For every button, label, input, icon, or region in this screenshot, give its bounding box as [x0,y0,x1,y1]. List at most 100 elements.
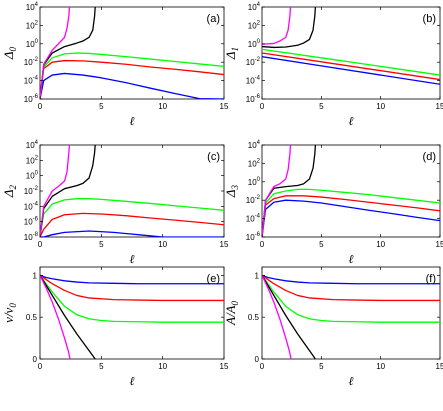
series-line-0 [40,72,224,99]
y-tick-label: 10-2 [24,186,39,196]
y-tick-label: 1 [33,271,38,280]
y-label-subscript: 2 [8,184,18,189]
series-group [262,274,440,359]
y-label-main: Δ [223,189,238,198]
series-line-3 [40,145,96,237]
x-tick-label: 5 [319,102,324,111]
y-tick-base: 10 [248,3,257,12]
y-tick-exponent: -2 [33,57,39,63]
x-axis-label: ℓ [130,252,135,266]
series-line-2 [40,52,224,99]
panel-label: (d) [423,151,436,163]
y-tick-label: 104 [248,2,261,12]
y-tick-label: 104 [26,140,39,150]
y-tick-exponent: 2 [35,20,39,26]
axes-frame [39,266,225,360]
y-tick-base: 10 [26,40,35,49]
y-tick-exponent: -4 [33,76,39,82]
y-tick-exponent: 2 [257,20,261,26]
y-tick-base: 10 [24,233,33,242]
series-line-0 [262,56,440,85]
x-tick-label: 0 [260,240,265,249]
x-axis-label: ℓ [130,374,135,388]
y-tick-exponent: -2 [255,195,261,201]
series-line-0 [262,274,440,285]
x-tick-label: 0 [38,362,43,371]
series-line-1 [262,52,440,81]
y-tick-label: 10-8 [24,232,39,242]
series-line-4 [262,7,292,45]
series-line-0 [40,274,224,285]
x-tick-label: 15 [436,102,443,111]
x-tick-label: 5 [319,362,324,371]
y-tick-base: 10 [246,58,255,67]
x-tick-label: 5 [99,240,104,249]
x-tick-label: 10 [376,102,385,111]
y-axis-label: v/v0 [1,303,18,323]
y-axis-label: Δ1 [223,47,240,60]
x-tick-label: 5 [99,102,104,111]
series-line-3 [262,275,316,359]
y-tick-label: 10-2 [246,57,261,67]
y-label-subscript: 0 [8,46,18,51]
x-tick-label: 0 [260,102,265,111]
x-tick-label: 15 [220,102,229,111]
y-tick-exponent: 4 [35,2,39,8]
x-tick-label: 10 [158,102,167,111]
y-tick-base: 10 [26,141,35,150]
x-tick-label: 0 [38,240,43,249]
x-tick-label: 10 [376,362,385,371]
y-tick-exponent: -6 [33,217,39,223]
x-axis-label: ℓ [349,252,354,266]
y-tick-exponent: -2 [255,57,261,63]
y-tick-label: 100 [248,39,261,49]
series-line-3 [40,7,96,99]
y-tick-base: 10 [26,21,35,30]
y-tick-label: 100 [26,39,39,49]
series-line-2 [262,188,440,237]
y-tick-label: 10-2 [24,57,39,67]
y-tick-base: 10 [246,196,255,205]
y-tick-label: 100 [26,171,39,181]
series-line-1 [40,274,224,302]
y-tick-exponent: -4 [33,201,39,207]
y-tick-exponent: 4 [35,140,39,146]
series-line-0 [262,199,440,237]
x-tick-label: 10 [158,362,167,371]
x-tick-label: 15 [436,240,443,249]
y-tick-exponent: 0 [257,39,261,45]
axes-frame [261,266,441,360]
y-label-subscript: 0 [8,303,18,308]
axes-frame [39,6,225,100]
y-tick-exponent: 4 [257,140,261,146]
series-group [40,7,224,99]
y-tick-exponent: 0 [35,171,39,177]
series-group [262,145,440,237]
y-tick-base: 10 [246,95,255,104]
panel-label: (a) [207,13,220,25]
y-axis-label: A/A0 [223,301,240,327]
y-tick-base: 10 [248,40,257,49]
y-tick-exponent: -6 [33,94,39,100]
y-tick-exponent: 0 [257,177,261,183]
y-tick-base: 10 [26,172,35,181]
series-line-4 [262,145,292,237]
series-line-1 [262,195,440,237]
y-tick-base: 10 [26,3,35,12]
y-tick-exponent: 2 [257,158,261,164]
x-tick-label: 10 [158,240,167,249]
y-label-subscript: 0 [230,301,240,306]
y-tick-label: 10-4 [24,201,39,211]
y-tick-label: 0 [33,355,38,364]
y-tick-base: 10 [246,215,255,224]
series-line-3 [262,7,317,49]
series-line-4 [262,275,292,359]
series-line-0 [40,230,224,237]
y-tick-base: 10 [24,95,33,104]
y-axis-label: Δ0 [1,46,18,60]
y-tick-label: 104 [248,140,261,150]
